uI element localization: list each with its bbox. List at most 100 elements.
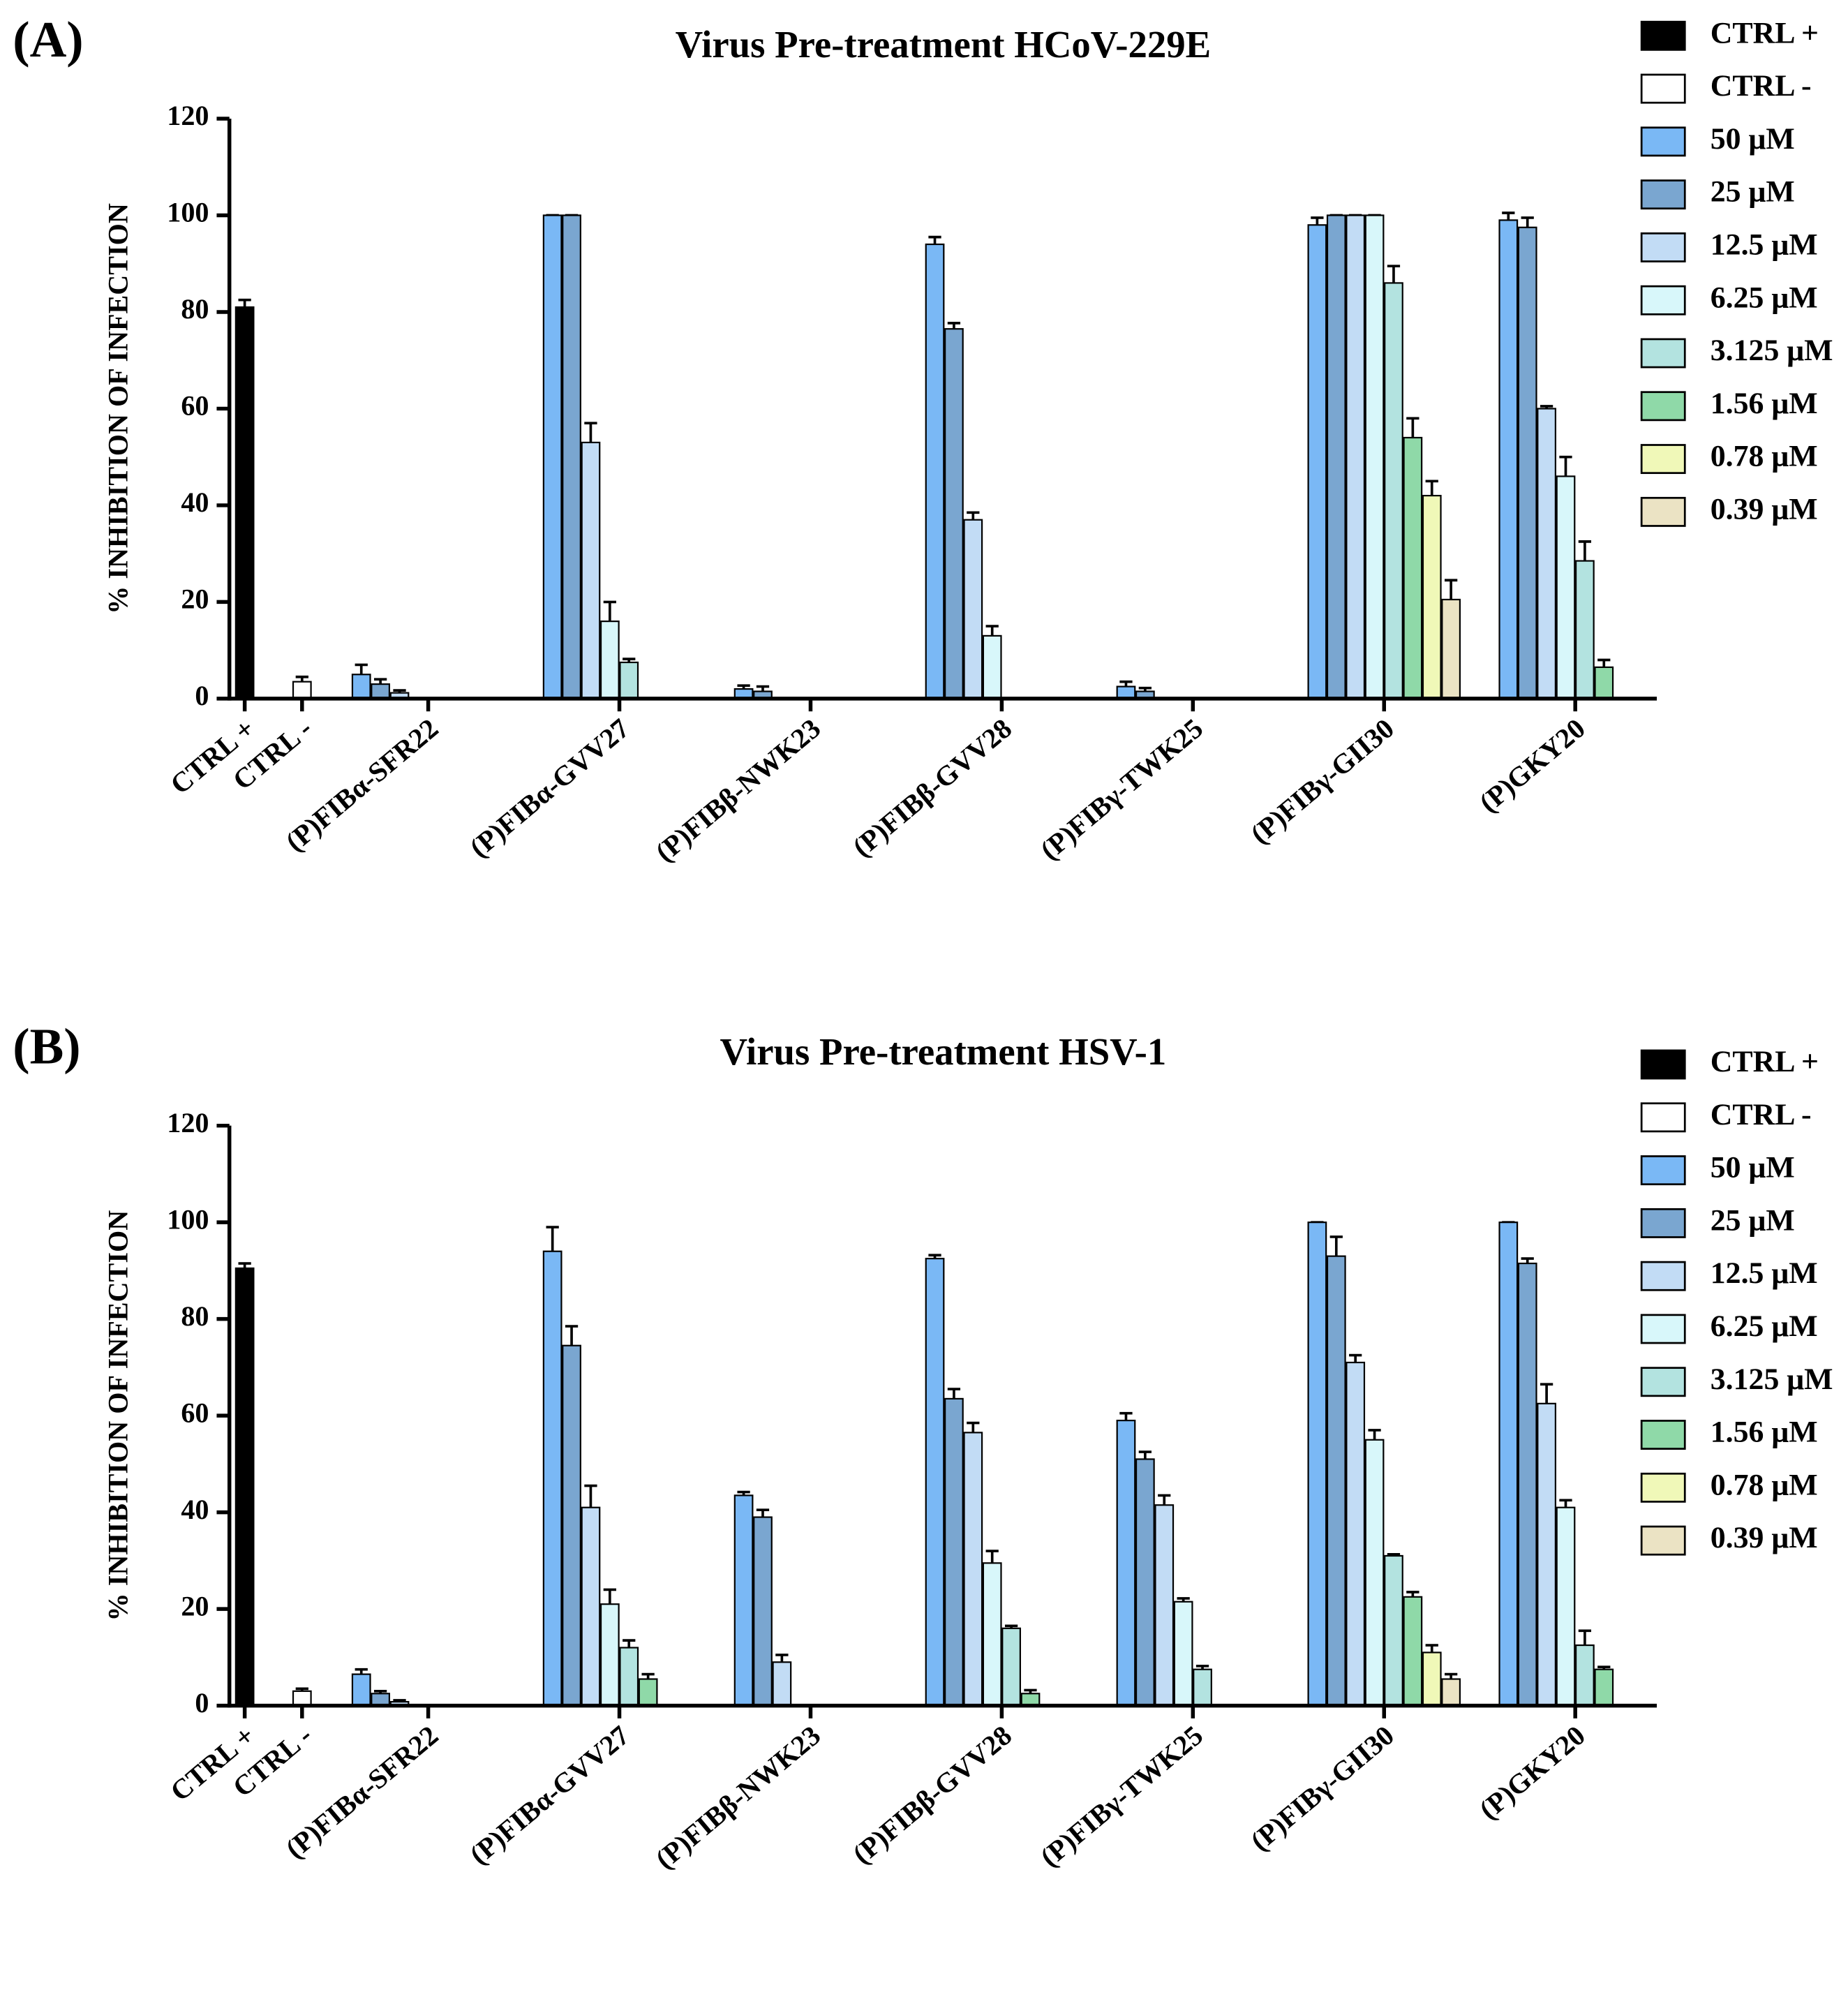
legend-label: 6.25 μM <box>1711 1309 1818 1343</box>
bar <box>1441 1678 1461 1707</box>
x-tick-label: (P)FIBγ-GII30 <box>1244 713 1400 850</box>
bar <box>1575 1644 1595 1707</box>
y-tick-label: 100 <box>167 197 209 228</box>
y-tick-label: 60 <box>181 1397 209 1428</box>
bar <box>982 634 1002 700</box>
bar <box>542 1250 562 1707</box>
bar <box>1326 1255 1346 1707</box>
y-tick-label: 20 <box>181 584 209 615</box>
legend-swatch <box>1640 20 1686 51</box>
bar <box>944 1397 964 1707</box>
y-tick-label: 60 <box>181 390 209 422</box>
bar <box>925 1258 945 1707</box>
bar <box>599 1603 620 1707</box>
bar <box>619 661 639 700</box>
panel-label: (A) <box>13 11 83 68</box>
legend-swatch <box>1640 126 1686 157</box>
legend-swatch <box>1640 391 1686 422</box>
chart-title: Virus Pre-treatment HSV-1 <box>720 1030 1167 1073</box>
bar <box>1537 408 1556 700</box>
bar <box>1384 282 1403 700</box>
legend-swatch <box>1640 232 1686 262</box>
legend-swatch <box>1640 1102 1686 1133</box>
bar <box>581 1506 601 1707</box>
legend-label: 0.78 μM <box>1711 1468 1818 1501</box>
legend-swatch <box>1640 1155 1686 1186</box>
x-tick-label: (P)FIBα-GVV27 <box>463 1719 635 1871</box>
legend-swatch <box>1640 1261 1686 1291</box>
x-tick-label: (P)FIBγ-TWK25 <box>1034 713 1209 866</box>
bar <box>1173 1601 1193 1707</box>
y-tick-label: 120 <box>167 1107 209 1138</box>
x-tick-label: (P)FIBβ-GVV28 <box>847 713 1018 863</box>
x-tick-label: (P)GKY20 <box>1473 713 1591 819</box>
bar <box>1135 1458 1155 1707</box>
legend-label: 0.78 μM <box>1711 440 1818 473</box>
legend-swatch <box>1640 1208 1686 1238</box>
bar <box>619 1647 639 1707</box>
y-tick-label: 40 <box>181 487 209 518</box>
legend-label: 12.5 μM <box>1711 228 1818 261</box>
bar <box>925 243 945 700</box>
legend-label: 50 μM <box>1711 122 1795 156</box>
bar <box>234 306 255 700</box>
legend-swatch <box>1640 73 1686 104</box>
legend-swatch <box>1640 1314 1686 1344</box>
bar <box>1403 1596 1423 1707</box>
legend-label: 12.5 μM <box>1711 1256 1818 1290</box>
bar <box>351 674 371 700</box>
bar <box>1116 1419 1136 1707</box>
bar <box>562 214 581 700</box>
bar <box>542 214 562 700</box>
bar <box>292 1690 312 1707</box>
bar <box>1193 1668 1212 1707</box>
legend-swatch <box>1640 1472 1686 1503</box>
x-tick-label: (P)FIBβ-NWK23 <box>650 1719 827 1875</box>
bar <box>944 328 964 700</box>
bar <box>1326 214 1346 700</box>
bar <box>753 1516 773 1707</box>
legend-label: CTRL + <box>1711 1045 1819 1078</box>
bar <box>1364 1439 1385 1707</box>
y-tick-label: 0 <box>195 680 209 711</box>
legend-swatch <box>1640 338 1686 369</box>
bar <box>1346 1361 1366 1707</box>
legend-label: 1.56 μM <box>1711 387 1818 420</box>
legend-swatch <box>1640 1420 1686 1450</box>
bar <box>599 621 620 700</box>
y-tick-label: 40 <box>181 1494 209 1525</box>
y-tick-label: 0 <box>195 1687 209 1718</box>
legend-swatch <box>1640 496 1686 527</box>
bar <box>1517 1262 1537 1707</box>
x-tick-label: (P)FIBβ-NWK23 <box>650 713 827 868</box>
bar <box>234 1267 255 1707</box>
bar <box>1364 214 1385 700</box>
legend-swatch <box>1640 1049 1686 1080</box>
bar <box>1498 1222 1519 1707</box>
legend-label: 1.56 μM <box>1711 1416 1818 1449</box>
legend-swatch <box>1640 285 1686 315</box>
legend-swatch <box>1640 179 1686 210</box>
legend-label: 25 μM <box>1711 1203 1795 1237</box>
legend-swatch <box>1640 1525 1686 1556</box>
bar <box>1594 1668 1614 1707</box>
bar <box>963 519 983 700</box>
bar <box>1346 214 1366 700</box>
legend-label: 3.125 μM <box>1711 1362 1833 1396</box>
y-tick-label: 20 <box>181 1590 209 1621</box>
y-axis-label: % INHIBITION OF INFECTION <box>103 203 134 614</box>
panel-label: (B) <box>13 1018 80 1075</box>
bar <box>581 441 601 700</box>
bar <box>351 1673 371 1707</box>
y-tick-label: 80 <box>181 1300 209 1332</box>
legend-label: 25 μM <box>1711 175 1795 209</box>
bar <box>1384 1554 1403 1707</box>
bar <box>1001 1627 1021 1707</box>
legend-swatch <box>1640 1367 1686 1397</box>
bar <box>1403 436 1423 700</box>
bar <box>1517 226 1537 700</box>
x-tick-label: (P)FIBα-GVV27 <box>463 713 635 864</box>
legend-label: 6.25 μM <box>1711 281 1818 314</box>
y-tick-label: 100 <box>167 1203 209 1235</box>
bar <box>1537 1402 1556 1707</box>
